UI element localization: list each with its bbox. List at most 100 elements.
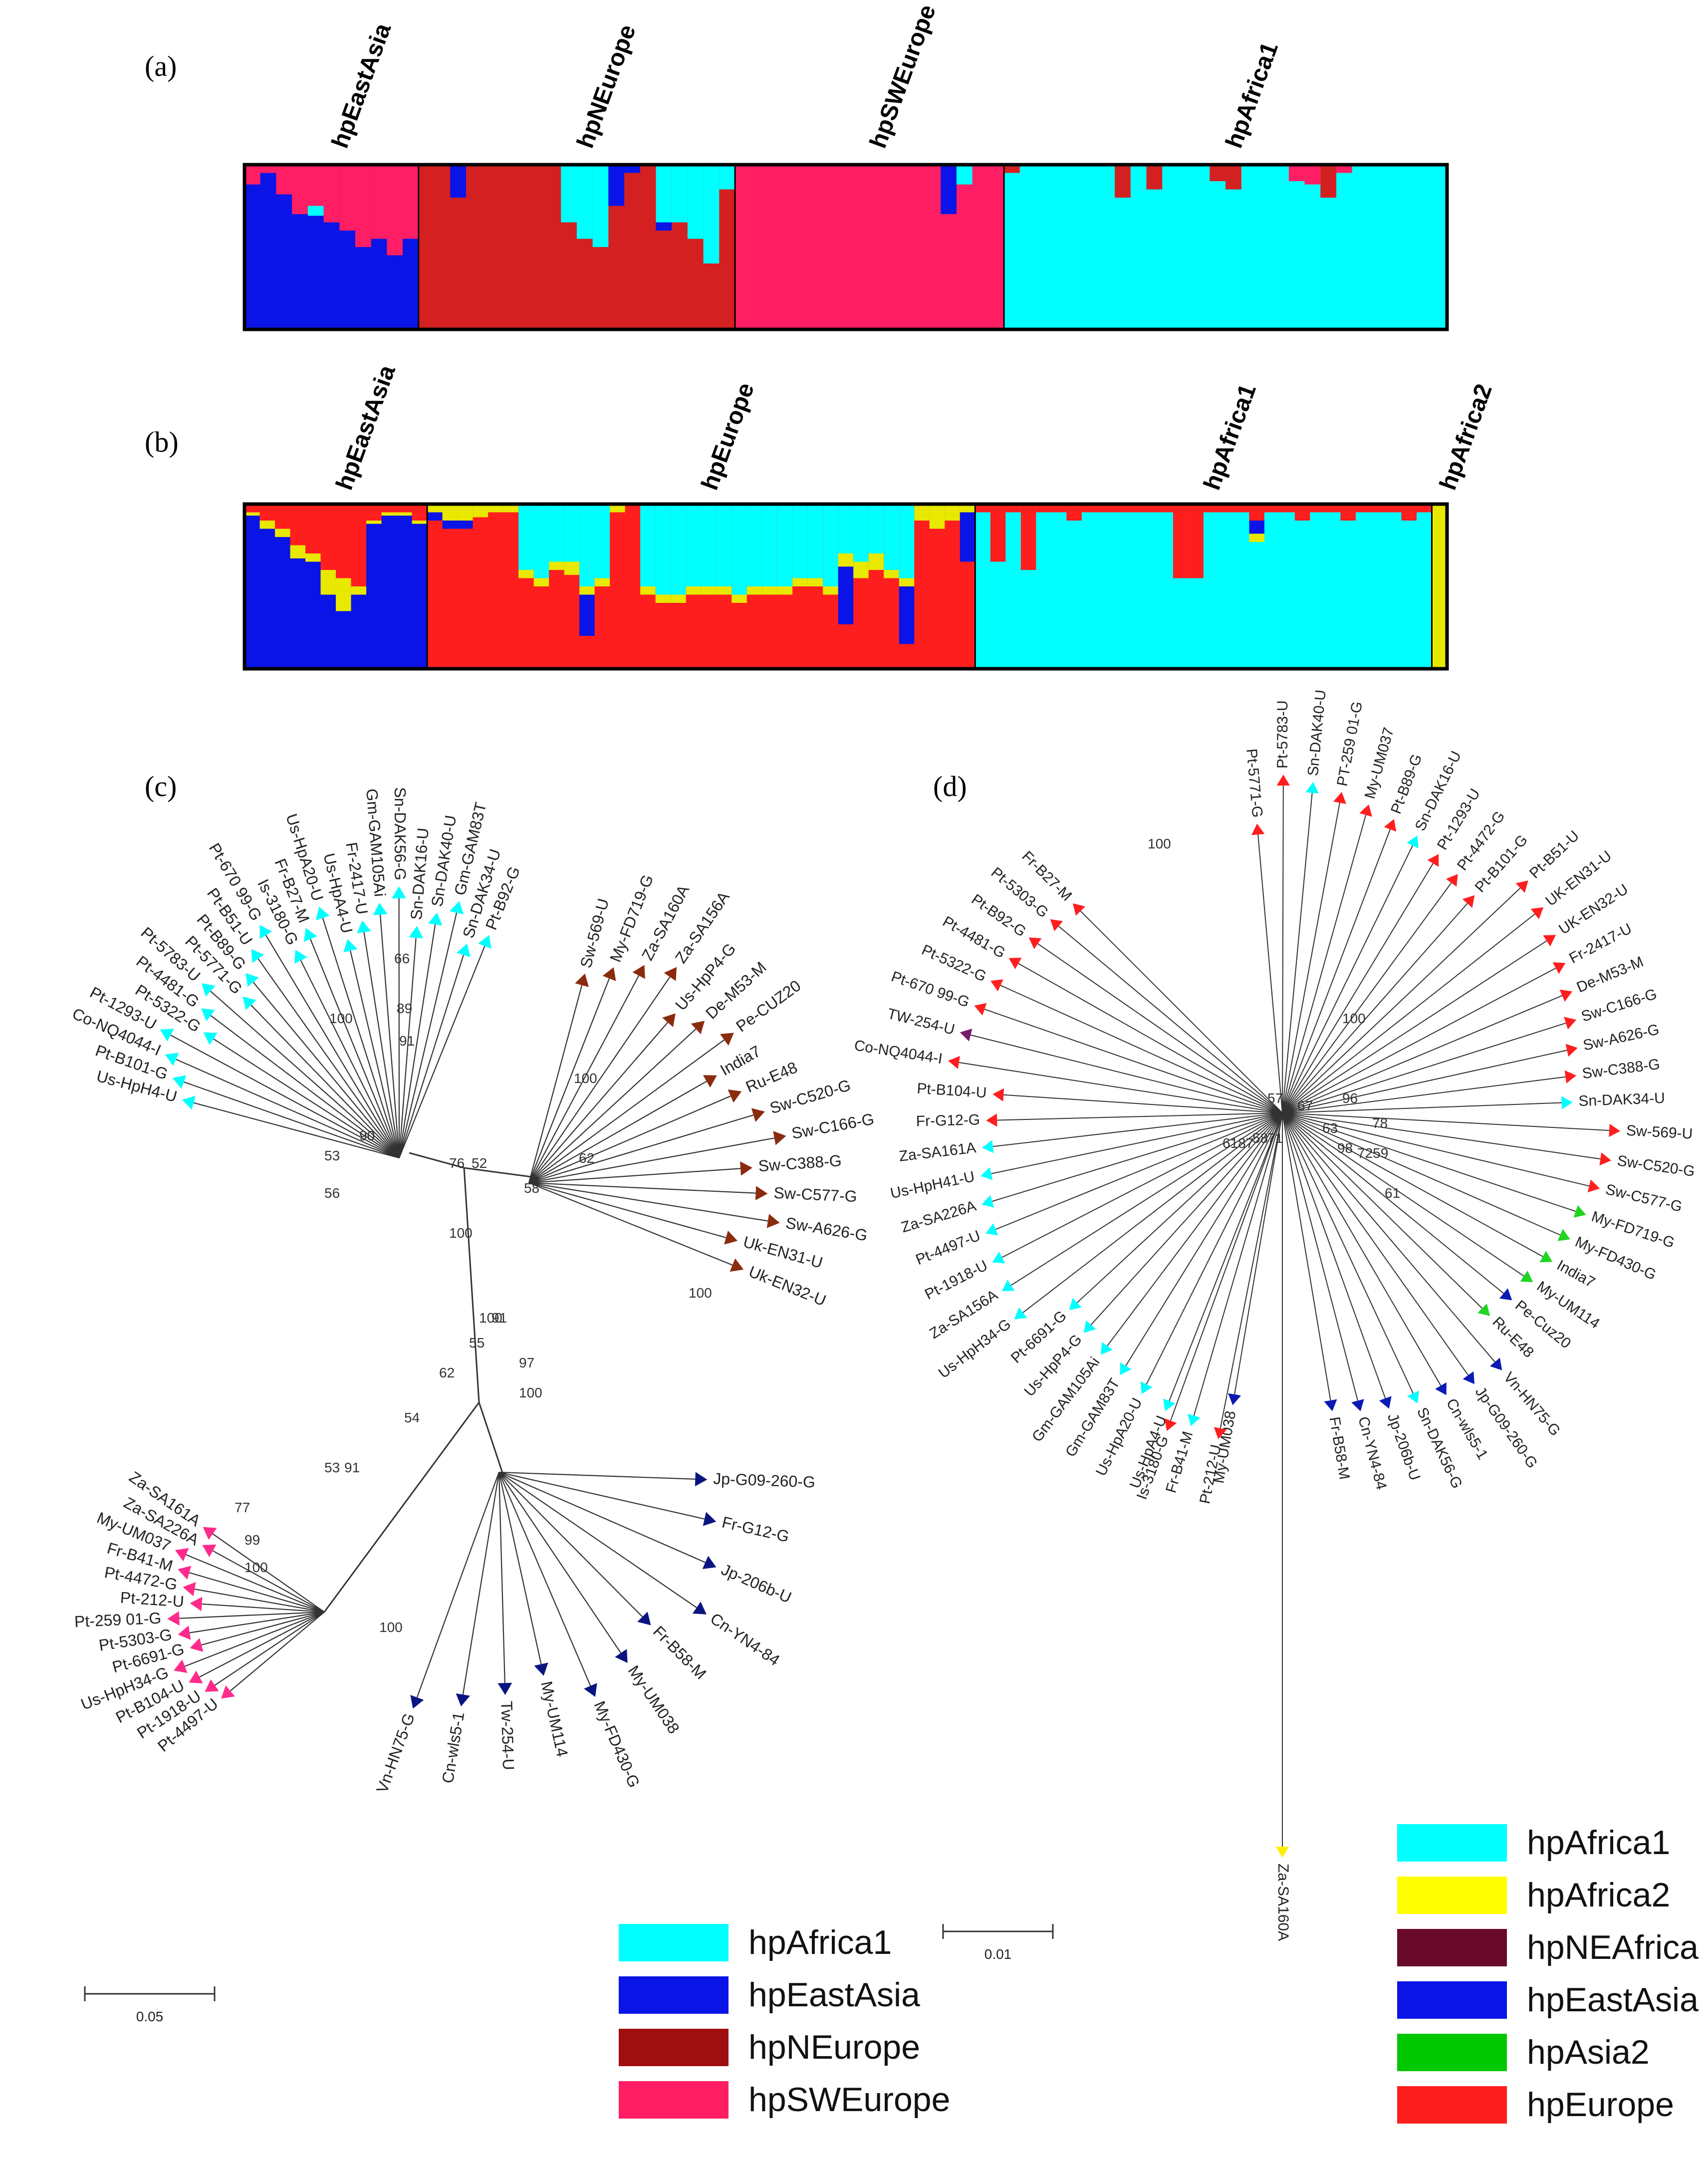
structure-bar-component: [990, 504, 1006, 562]
branch: [1282, 1112, 1469, 1376]
leaf-marker: [1384, 819, 1397, 832]
leaf-marker: [221, 1685, 235, 1699]
structure-bar-component: [1219, 504, 1234, 513]
structure-bar-component: [899, 586, 915, 644]
leaf-marker: [1359, 804, 1372, 817]
structure-bar-component: [716, 504, 732, 586]
leaf-marker: [1228, 1393, 1241, 1405]
branch: [498, 1471, 696, 1480]
structure-bar-component: [1249, 521, 1265, 534]
structure-bar: [244, 504, 260, 669]
leaf-marker: [1275, 1847, 1289, 1858]
structure-bar: [1431, 165, 1448, 329]
leaf-label: Fr-G12-G: [916, 1111, 980, 1129]
leaf-label: Fr-B58-M: [650, 1623, 710, 1683]
structure-bar: [1325, 504, 1341, 669]
structure-bar-component: [1371, 504, 1387, 513]
leaf-label: Sw-C520-G: [1616, 1152, 1696, 1180]
leaf-marker: [1407, 835, 1419, 848]
structure-bar-component: [366, 521, 382, 524]
branch: [416, 1472, 500, 1698]
structure-bar-component: [305, 553, 321, 562]
structure-bar-component: [838, 566, 854, 624]
structure-bar-component: [853, 504, 869, 562]
leaf-marker: [201, 1008, 215, 1022]
structure-bar-component: [1294, 504, 1311, 521]
bootstrap-value: 99: [244, 1532, 260, 1548]
leaf-label: Za-SA161A: [898, 1139, 977, 1165]
branch: [528, 976, 671, 1183]
structure-bar-component: [260, 165, 277, 173]
structure-bar-component: [899, 504, 915, 578]
structure-bar-component: [549, 504, 565, 562]
structure-bar: [1401, 504, 1417, 669]
leaf-marker: [190, 1597, 203, 1612]
leaf-marker: [992, 1088, 1004, 1101]
leaf-marker: [357, 920, 371, 934]
structure-bar-component: [1416, 504, 1433, 513]
branch: [463, 1167, 480, 1403]
leaf-marker: [428, 912, 443, 926]
structure-bar-component: [320, 570, 336, 595]
scale-bar-c: 0.05: [84, 1986, 216, 2024]
structure-bar-component: [823, 586, 839, 595]
branch: [190, 1611, 325, 1633]
leaf-marker: [456, 1693, 471, 1707]
structure-bar-component: [442, 504, 458, 521]
branch: [214, 1612, 325, 1686]
branch: [970, 1034, 1283, 1113]
structure-bar-component: [671, 504, 687, 595]
structure-bar-component: [503, 504, 519, 513]
branch: [194, 1589, 325, 1613]
leaf-marker: [1564, 1017, 1577, 1030]
panel-label-a: (a): [145, 50, 177, 82]
structure-frame: [243, 163, 1449, 331]
bootstrap-value: 53: [324, 1460, 340, 1475]
leaf-marker: [450, 901, 464, 915]
structure-bar-component: [488, 504, 504, 513]
structure-bar-component: [442, 521, 458, 529]
structure-bar-component: [307, 206, 324, 216]
structure-bar-component: [564, 504, 580, 562]
bootstrap-value: 58: [1252, 1130, 1268, 1146]
branch: [323, 1402, 480, 1613]
structure-bar-component: [656, 222, 672, 231]
leaf-label: My-UM037: [1362, 726, 1397, 801]
bootstrap-value: 57: [1267, 1090, 1283, 1106]
structure-bar-component: [1355, 504, 1372, 513]
structure-bar-component: [518, 504, 534, 570]
branch: [350, 950, 400, 1158]
bootstrap-value: 100: [244, 1560, 268, 1575]
structure-bar-component: [792, 504, 808, 578]
structure-bar-component: [564, 561, 580, 575]
leaf-label: Pt-259 01-G: [74, 1609, 162, 1631]
branch: [1146, 1112, 1283, 1385]
leaf-marker: [1276, 775, 1290, 786]
bootstrap-value: 100: [479, 1310, 502, 1326]
structure-bar: [798, 165, 815, 329]
branch: [210, 991, 400, 1158]
leaf-marker: [1435, 1382, 1447, 1395]
structure-bar-component: [275, 504, 291, 529]
structure-bar-component: [1051, 504, 1067, 513]
structure-bar: [1355, 504, 1372, 669]
structure-bar: [1304, 165, 1321, 329]
leaf-marker: [1324, 1399, 1337, 1411]
leaf-marker: [167, 1611, 180, 1626]
branch: [1282, 1023, 1566, 1113]
branch: [398, 924, 436, 1158]
structure-bar-component: [290, 504, 306, 545]
leaf-marker: [457, 943, 471, 957]
branch: [464, 1167, 539, 1179]
bootstrap-value: 6187: [1222, 1135, 1253, 1151]
branch: [1193, 1112, 1283, 1416]
branch: [1282, 1112, 1590, 1187]
structure-bar-component: [732, 504, 747, 595]
structure-bar: [1005, 504, 1021, 669]
leaf-label: Sn-DAK56-G: [391, 787, 409, 880]
structure-bar-component: [320, 504, 336, 570]
structure-bar-component: [579, 586, 595, 595]
branch: [528, 975, 640, 1183]
bootstrap-value: 61: [1385, 1185, 1400, 1201]
legend-swatch: [619, 1976, 729, 2014]
